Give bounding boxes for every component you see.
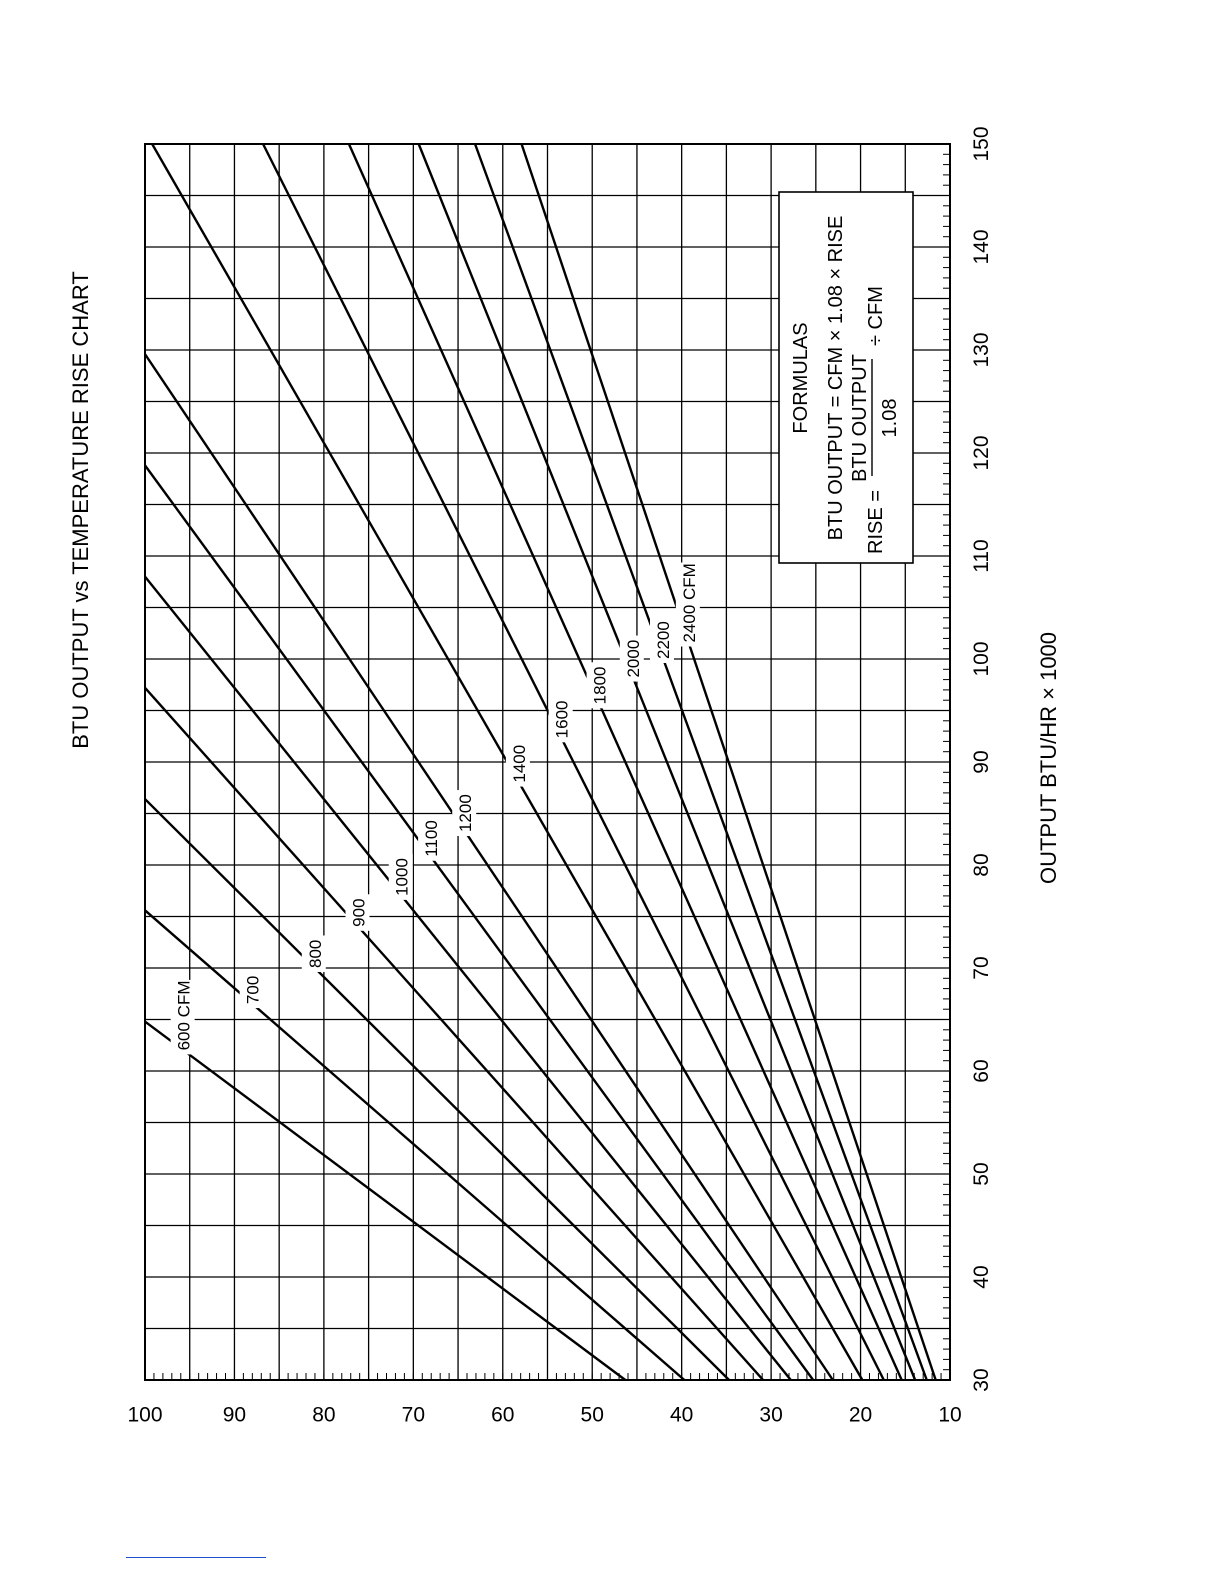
cfm-label-2400: 2400 CFM <box>680 563 699 642</box>
x-tick-label: 120 <box>970 435 993 470</box>
cfm-line-1800 <box>347 143 903 1381</box>
x-tick-label: 70 <box>970 956 993 979</box>
cfm-label-800: 800 <box>306 940 325 968</box>
minor-ticks <box>144 143 951 1381</box>
formula-rise-numerator: BTU OUTPUT <box>849 354 871 482</box>
x-tick-label: 130 <box>970 332 993 367</box>
plot-frame <box>144 143 951 1381</box>
cfm-label-backing <box>649 617 674 663</box>
cfm-line-600 <box>144 1020 627 1381</box>
cfm-line-2000 <box>417 143 917 1381</box>
x-tick-label: 100 <box>970 641 993 676</box>
cfm-label-1200: 1200 <box>456 794 475 832</box>
cfm-label-600: 600 CFM <box>175 980 194 1050</box>
x-tick-label: 150 <box>970 126 993 161</box>
formula-box: FORMULAS BTU OUTPUT = CFM × 1.08 × RISE … <box>778 191 914 564</box>
x-tick-label: 140 <box>970 229 993 264</box>
cfm-label-1400: 1400 <box>510 745 529 783</box>
y-tick-label: 90 <box>223 1404 246 1427</box>
y-tick-labels: 100 90 80 70 60 50 40 30 20 10 <box>127 1404 961 1427</box>
formula-rise-suffix: ÷ CFM <box>865 286 887 346</box>
cfm-lines <box>144 143 937 1381</box>
cfm-label-backing <box>239 971 264 1009</box>
y-tick-label: 60 <box>491 1404 514 1427</box>
cfm-label-backing <box>675 562 700 647</box>
y-tick-label: 30 <box>759 1404 782 1427</box>
cfm-line-800 <box>144 798 730 1381</box>
y-tick-label: 40 <box>670 1404 693 1427</box>
cfm-label-backing <box>619 635 644 682</box>
formula-rise-denominator: 1.08 <box>879 399 901 438</box>
x-axis-label: OUTPUT BTU/HR × 1000 <box>1036 632 1061 884</box>
cfm-line-900 <box>144 687 764 1381</box>
cfm-line-700 <box>144 909 686 1381</box>
footer-rule <box>126 1557 266 1558</box>
x-tick-label: 50 <box>970 1162 993 1185</box>
y-tick-label: 10 <box>938 1404 961 1427</box>
rotated-chart-group: 600 CFM 700 800 900 1000 1100 1200 1400 1600 1800… <box>68 126 1061 1426</box>
cfm-label-backing <box>388 853 413 900</box>
cfm-label-backing <box>301 935 326 972</box>
y-tick-label: 70 <box>402 1404 425 1427</box>
cfm-label-backing <box>345 894 370 931</box>
cfm-label-backing <box>170 979 195 1055</box>
cfm-line-2200 <box>473 143 928 1381</box>
cfm-label-700: 700 <box>244 976 263 1004</box>
formula-heading: FORMULAS <box>790 322 812 433</box>
cfm-label-1000: 1000 <box>393 858 412 896</box>
cfm-label-2000: 2000 <box>624 640 643 678</box>
x-tick-label: 80 <box>970 853 993 876</box>
cfm-line-1600 <box>261 143 885 1381</box>
cfm-line-2400 <box>520 143 937 1381</box>
cfm-line-1200 <box>144 353 834 1381</box>
x-tick-label: 30 <box>970 1368 993 1391</box>
cfm-label-1600: 1600 <box>553 700 572 738</box>
cfm-label-backing <box>418 814 443 861</box>
y-tick-label: 80 <box>312 1404 335 1427</box>
chart-title: BTU OUTPUT vs TEMPERATURE RISE CHART <box>68 271 93 749</box>
x-tick-label: 40 <box>970 1265 993 1288</box>
x-tick-label: 60 <box>970 1059 993 1082</box>
formula-btu-output: BTU OUTPUT = CFM × 1.08 × RISE <box>825 216 847 541</box>
cfm-label-backing <box>452 790 477 837</box>
x-tick-label: 110 <box>970 539 993 572</box>
y-tick-label: 50 <box>581 1404 604 1427</box>
cfm-label-backing <box>505 740 530 787</box>
cfm-label-900: 900 <box>349 898 368 926</box>
formula-box-frame <box>778 191 914 564</box>
cfm-label-backing <box>586 662 611 709</box>
y-tick-label: 20 <box>849 1404 872 1427</box>
cfm-labels: 600 CFM 700 800 900 1000 1100 1200 1400 1600 1800… <box>170 562 700 1055</box>
cfm-label-1800: 1800 <box>591 666 610 704</box>
y-tick-label: 100 <box>127 1404 162 1427</box>
x-tick-label: 90 <box>970 750 993 773</box>
cfm-line-1000 <box>144 575 792 1381</box>
cfm-label-backing <box>548 696 573 743</box>
cfm-label-2200: 2200 <box>654 621 673 659</box>
cfm-label-1100: 1100 <box>422 820 441 857</box>
cfm-line-1100 <box>144 464 815 1381</box>
formula-rise-prefix: RISE = <box>865 490 887 554</box>
x-tick-labels: 30 40 50 60 70 80 90 100 110 120 130 140 150 <box>970 126 993 1391</box>
